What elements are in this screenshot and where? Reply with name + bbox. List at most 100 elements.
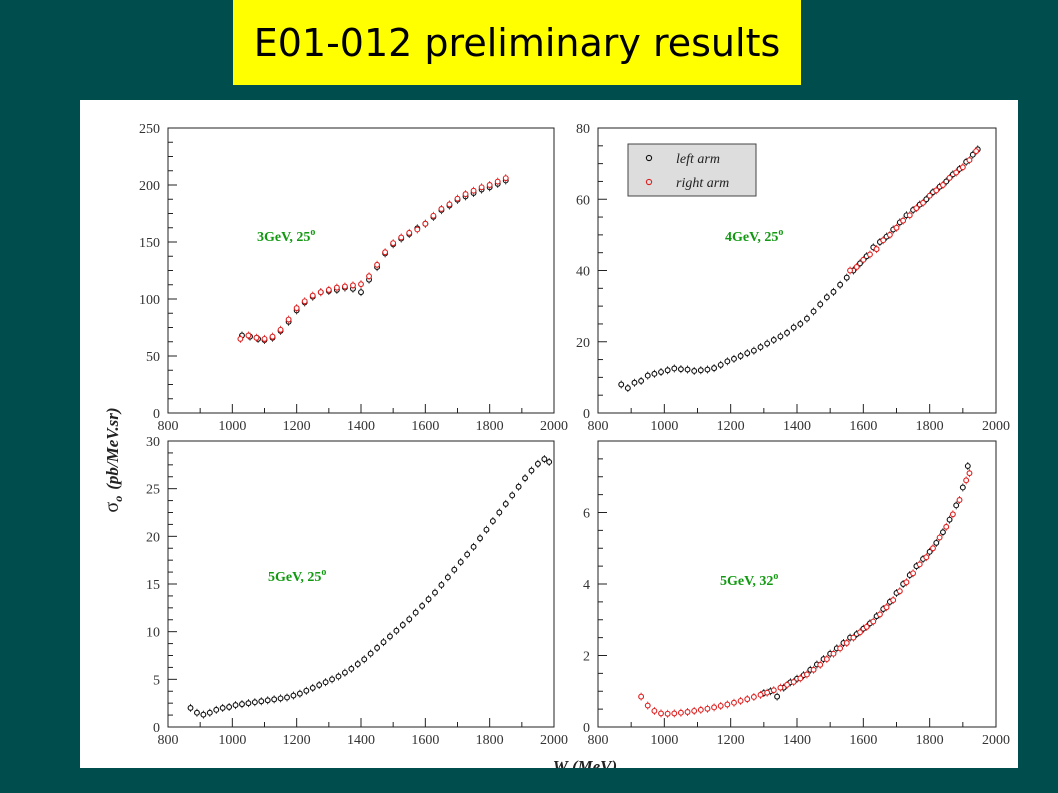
data-point — [333, 284, 340, 291]
y-tick-label: 6 — [583, 507, 590, 522]
data-point — [651, 370, 658, 377]
data-point — [697, 367, 704, 374]
data-point — [329, 676, 336, 683]
data-point — [658, 369, 664, 375]
data-point — [817, 661, 824, 668]
data-point — [764, 689, 771, 696]
y-tick-label: 0 — [153, 721, 160, 736]
data-point — [691, 707, 698, 714]
y-axis-sigma-sub: o — [111, 496, 125, 502]
panel-annotation-degree: o — [321, 567, 326, 578]
legend-marker-left-arm — [645, 154, 653, 162]
data-point — [277, 326, 284, 333]
data-point — [933, 539, 940, 546]
data-point — [226, 704, 233, 710]
data-point — [704, 705, 711, 712]
data-point — [290, 692, 297, 699]
data-point — [867, 251, 873, 258]
data-point — [843, 640, 850, 646]
panel-annotation: 5GeV, 25o — [268, 567, 326, 585]
data-point — [717, 361, 724, 368]
legend-label-left-arm: left arm — [676, 152, 720, 167]
data-point — [399, 622, 406, 628]
legend-label-right-arm: right arm — [676, 176, 729, 191]
data-point — [677, 709, 684, 716]
plot-panel-3: 800 1000 1200 1400 1600 1800 2000 0 5 10 15 20 25 30 5… — [146, 435, 568, 748]
data-point — [284, 694, 290, 701]
data-point — [770, 337, 777, 343]
data-point — [664, 710, 671, 717]
x-tick-label: 1200 — [283, 733, 311, 748]
series-left-arm — [760, 462, 971, 701]
data-point — [451, 566, 458, 573]
data-point — [528, 467, 535, 474]
data-point — [624, 385, 631, 392]
data-point — [430, 212, 437, 219]
data-point — [187, 704, 194, 711]
y-tick-label: 40 — [576, 265, 590, 280]
data-point — [239, 701, 245, 708]
data-point — [454, 195, 461, 202]
plot-panel-1: 800 1000 1200 1400 1600 1800 2000 0 50 100 150 200 2… — [139, 122, 568, 434]
data-point — [870, 618, 877, 625]
data-point — [200, 711, 207, 718]
data-point — [731, 699, 737, 706]
data-point — [350, 282, 356, 289]
data-point — [348, 665, 355, 672]
plot-frame — [167, 127, 555, 414]
data-point — [790, 324, 797, 331]
x-tick-label: 1200 — [283, 419, 311, 434]
data-point — [374, 644, 381, 651]
data-point — [886, 231, 893, 238]
plot-panel-2: 800 1000 1200 1400 1600 1800 2000 0 20 40 60 80 4GeV… — [576, 122, 1010, 434]
data-point — [850, 634, 857, 641]
data-point — [237, 335, 244, 342]
data-point — [920, 199, 926, 206]
data-point — [232, 702, 239, 709]
data-point — [883, 604, 890, 611]
data-point — [213, 706, 220, 713]
y-tick-label: 100 — [139, 293, 160, 308]
data-point — [853, 263, 860, 270]
data-point — [309, 292, 316, 299]
x-tick-label: 1800 — [476, 419, 504, 434]
y-tick-label: 20 — [576, 336, 590, 351]
data-point — [777, 684, 784, 691]
plot-panel-4: 800 1000 1200 1400 1600 1800 2000 0 2 4 6 5GeV, 32o — [583, 440, 1010, 748]
data-point — [303, 687, 310, 694]
data-point — [269, 333, 276, 340]
data-point — [876, 611, 883, 618]
data-point — [933, 187, 940, 194]
data-point — [271, 696, 278, 703]
y-tick-label: 10 — [146, 626, 160, 641]
data-point — [502, 500, 509, 507]
data-point — [658, 710, 664, 717]
data-point — [422, 220, 429, 227]
data-point — [494, 178, 501, 185]
x-tick-label: 2000 — [540, 419, 568, 434]
y-tick-label: 30 — [146, 435, 160, 450]
x-tick-label: 1000 — [218, 733, 246, 748]
data-point — [515, 483, 522, 490]
data-point — [293, 305, 300, 312]
data-point — [541, 456, 548, 463]
y-tick-label: 2 — [583, 650, 590, 665]
data-point — [446, 201, 453, 208]
data-point — [618, 381, 625, 388]
data-point — [367, 650, 374, 657]
data-point — [823, 656, 830, 663]
data-point — [316, 682, 323, 689]
data-point — [817, 301, 824, 308]
data-point — [803, 671, 810, 678]
data-point — [943, 523, 950, 530]
panel-annotation-text: 3GeV, 25 — [257, 230, 310, 245]
data-point — [973, 148, 980, 155]
data-point — [374, 261, 381, 268]
x-tick-label: 1000 — [650, 419, 678, 434]
data-point — [857, 260, 863, 267]
data-point — [671, 365, 678, 372]
data-point — [964, 463, 971, 469]
data-point — [936, 534, 943, 541]
data-point — [470, 187, 477, 194]
data-point — [913, 205, 920, 212]
